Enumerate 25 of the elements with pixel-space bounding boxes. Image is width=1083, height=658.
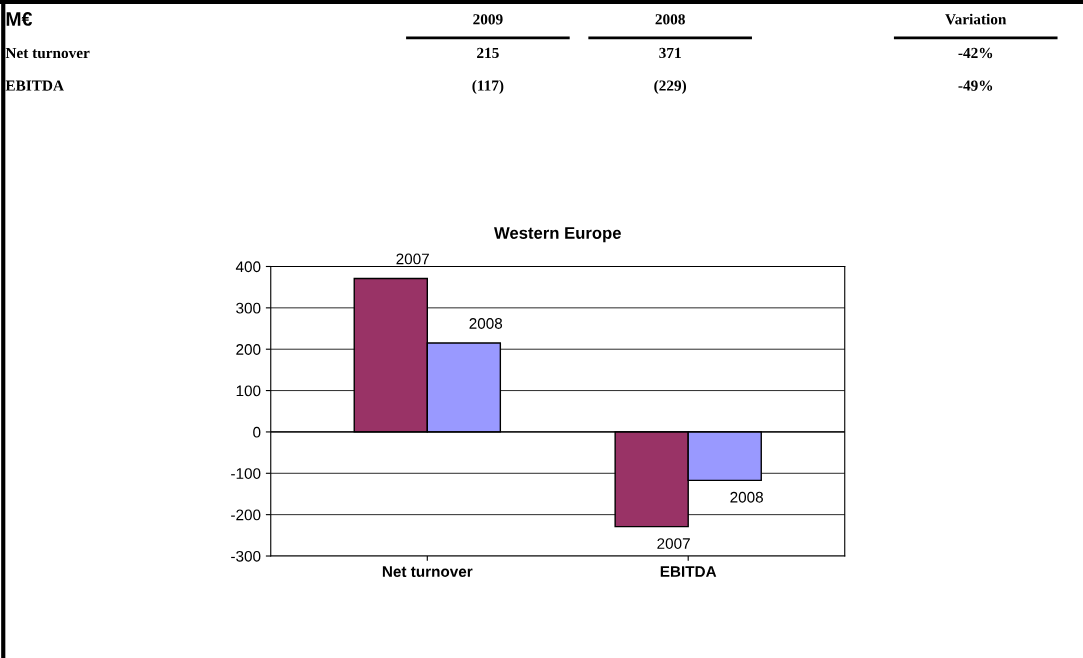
chart-title: Western Europe: [494, 227, 621, 243]
y-tick-label: -300: [231, 550, 261, 562]
text: 371: [659, 47, 681, 59]
text: 2008: [469, 318, 503, 329]
series-label: 2007: [657, 538, 690, 549]
y-tick-label: 300: [236, 302, 261, 314]
series-label: 2008: [730, 491, 763, 503]
y-tick-label: -100: [231, 468, 261, 479]
y-tick-label: 400: [235, 261, 261, 273]
text: -42%: [958, 47, 993, 59]
text: 2007: [396, 253, 429, 265]
y-tick-label: 200: [236, 344, 261, 355]
y-tick-label: 100: [236, 385, 261, 397]
text: EBITDA: [5, 80, 64, 91]
text: 2008: [655, 14, 685, 25]
text: Net turnover: [5, 47, 90, 59]
text: 215: [477, 47, 499, 59]
y-tick-label: 0: [253, 426, 261, 438]
text: -49%: [958, 80, 993, 91]
text: 2009: [473, 14, 503, 25]
y-tick-label: -200: [231, 509, 261, 521]
text: Variation: [945, 13, 1007, 25]
text: (229): [654, 79, 687, 94]
text: (117): [472, 79, 504, 94]
text: M€: [6, 12, 33, 26]
